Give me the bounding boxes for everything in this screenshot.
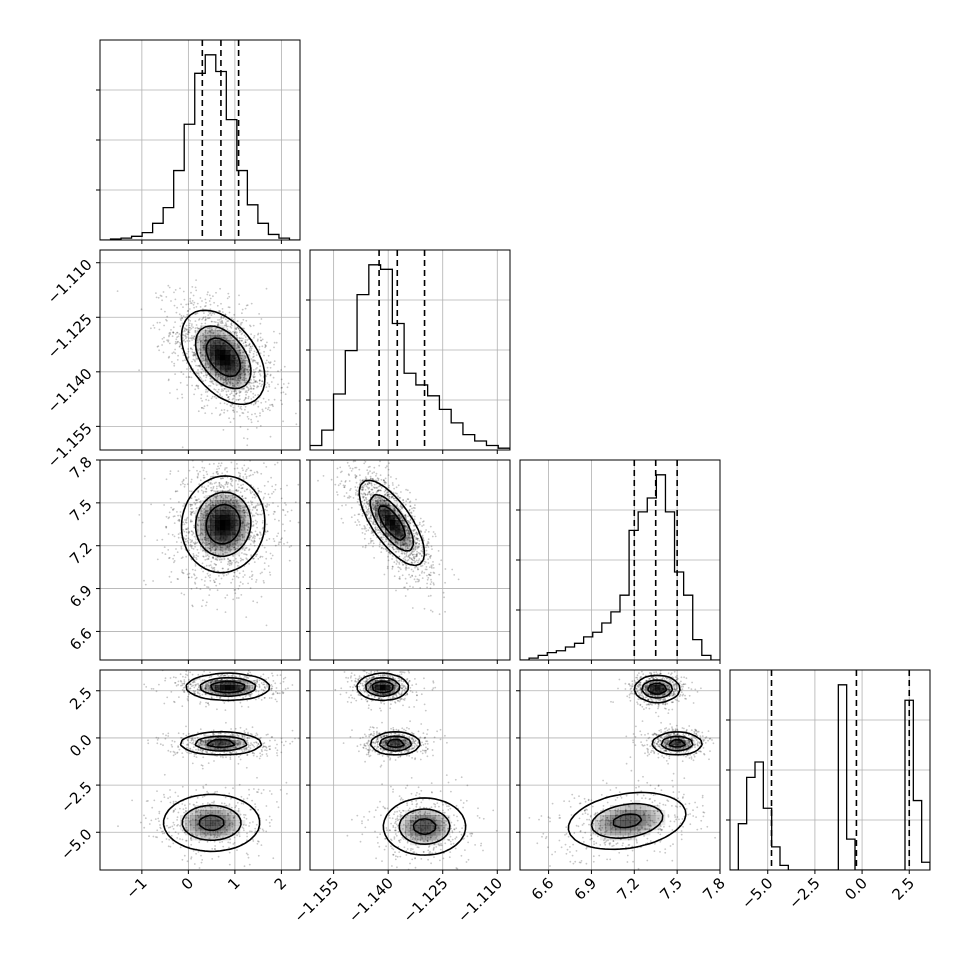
- axes-frame: [309, 669, 511, 871]
- contour-level-0: [358, 479, 426, 567]
- contour-level-1: [590, 679, 694, 839]
- contour-level-1: [369, 493, 415, 552]
- x-tick-label-1-0: −1.155: [290, 874, 342, 926]
- x-tick-label-2-3: 7.5: [656, 874, 686, 904]
- y-tick-label-3-3: 2.5: [66, 684, 96, 714]
- y-tick-label-3-2: 0.0: [66, 731, 96, 761]
- y-tick-label-2-3: 7.5: [66, 496, 96, 526]
- x-tick-label-1-1: −1.140: [345, 874, 397, 926]
- contour-level-1: [364, 676, 451, 845]
- axes-ticks: −1 0 1 2 −1.155 −1.140 −1.125 −1.110 6.6 6.9 7.2 7.…: [44, 240, 918, 926]
- panel-3-1: [309, 669, 511, 871]
- contour-level-2: [205, 503, 242, 545]
- contour-level-2: [205, 337, 242, 378]
- contour-level-1: [181, 676, 257, 842]
- y-tick-label-3-0: −5.0: [57, 825, 95, 863]
- x-tick-label-3-2: 0.0: [841, 874, 871, 904]
- axes-frame: [99, 669, 301, 871]
- histogram-step: [100, 54, 300, 240]
- axes-frame: [309, 459, 511, 661]
- panel-1-0: [99, 249, 301, 451]
- x-tick-label-2-0: 6.6: [528, 874, 558, 904]
- density-layer: [138, 460, 300, 627]
- x-tick-label-1-3: −1.110: [454, 874, 506, 926]
- density-layer: [334, 670, 498, 870]
- axes-frame: [519, 669, 721, 871]
- x-tick-label-2-2: 7.2: [614, 874, 644, 904]
- y-tick-label-2-0: 6.6: [66, 624, 96, 654]
- y-tick-label-1-3: −1.110: [44, 256, 96, 308]
- histogram-step: [520, 474, 720, 660]
- y-tick-label-1-1: −1.140: [44, 365, 96, 417]
- contour-level-2: [198, 680, 246, 832]
- contour-level-1: [194, 325, 252, 390]
- panel-2-2: [516, 459, 721, 661]
- contour-level-2: [371, 680, 437, 836]
- x-tick-label-0-0: −1: [122, 874, 150, 902]
- x-tick-label-0-1: 0: [178, 874, 197, 893]
- contour-level-0: [180, 475, 266, 574]
- panel-3-3: [726, 669, 931, 871]
- x-tick-label-3-1: −2.5: [785, 874, 823, 912]
- contour-level-0: [567, 674, 703, 851]
- axes-frame: [99, 249, 301, 451]
- axes-frame: [99, 39, 301, 241]
- x-tick-label-3-0: −5.0: [738, 874, 776, 912]
- contour-level-0: [180, 309, 266, 406]
- y-tick-label-2-1: 6.9: [66, 582, 96, 612]
- contour-level-2: [377, 505, 407, 542]
- panel-1-1: [306, 249, 511, 451]
- y-tick-label-2-4: 7.8: [66, 453, 96, 483]
- axes-frame: [729, 669, 931, 871]
- x-tick-label-0-3: 2: [271, 874, 290, 893]
- contour-level-1: [194, 491, 252, 558]
- x-tick-label-1-2: −1.125: [400, 874, 452, 926]
- density-layer: [317, 460, 460, 616]
- axes-frame: [309, 249, 511, 451]
- panel-3-0: [99, 669, 301, 871]
- contour-level-2: [612, 682, 687, 829]
- x-tick-label-0-2: 1: [224, 874, 243, 893]
- density-layer: [117, 670, 300, 869]
- x-tick-label-3-3: 2.5: [888, 874, 918, 904]
- panel-3-2: [519, 669, 721, 871]
- density-layer: [116, 279, 300, 449]
- contour-level-0: [162, 672, 271, 853]
- y-tick-label-3-1: −2.5: [57, 778, 95, 816]
- contour-level-0: [356, 672, 467, 856]
- histogram-step: [730, 684, 930, 870]
- y-tick-label-1-2: −1.125: [44, 310, 96, 362]
- axes-frame: [99, 459, 301, 661]
- y-tick-label-2-2: 7.2: [66, 539, 96, 569]
- panel-2-0: [99, 459, 301, 661]
- x-tick-label-2-4: 7.8: [699, 874, 729, 904]
- panel-0-0: [96, 39, 301, 241]
- density-layer: [528, 670, 716, 870]
- histogram-step: [310, 264, 510, 450]
- panel-2-1: [309, 459, 511, 661]
- axes-frame: [519, 459, 721, 661]
- x-tick-label-2-1: 6.9: [571, 874, 601, 904]
